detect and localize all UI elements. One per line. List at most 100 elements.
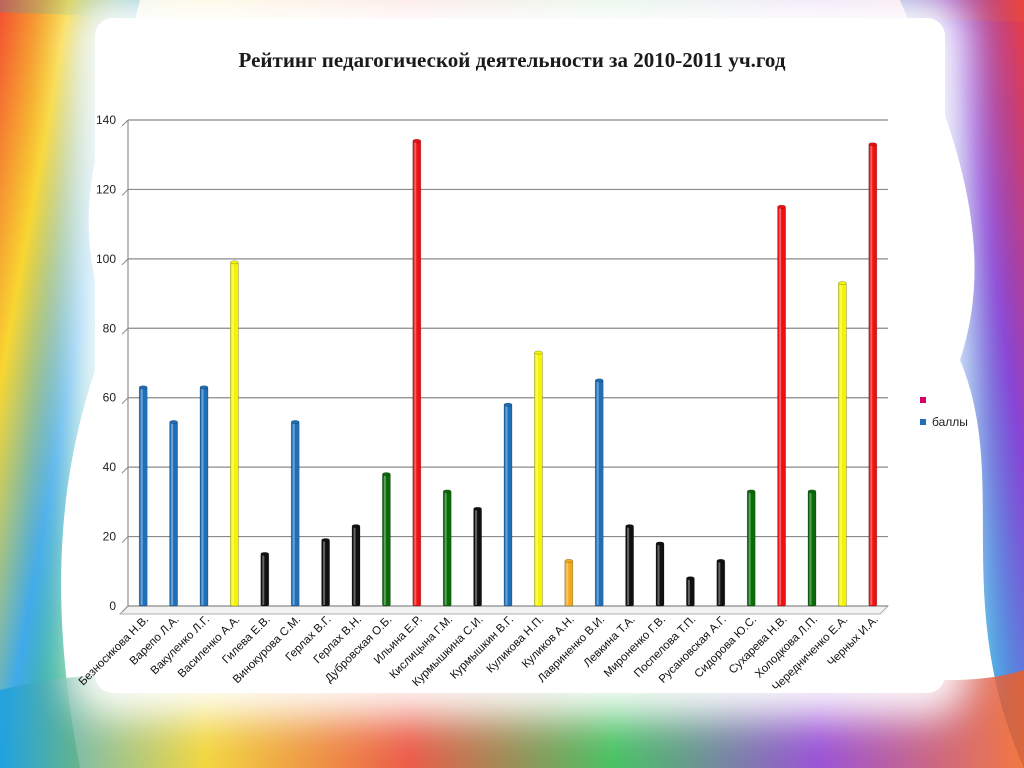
bar-top	[838, 281, 847, 286]
bar	[503, 402, 513, 607]
bar-top	[138, 385, 148, 390]
bar-body	[473, 508, 482, 607]
bar-body	[412, 140, 422, 607]
bar-body	[290, 421, 300, 607]
bar-top	[868, 142, 878, 147]
bar	[534, 350, 543, 607]
y-axis-ticks: 0 20 40 60 80 100 120 140	[96, 113, 116, 613]
bar-top	[686, 576, 695, 581]
y-tick-label: 140	[96, 113, 116, 127]
bar-top	[412, 138, 422, 143]
bar-highlight	[748, 492, 751, 605]
bar	[655, 541, 665, 607]
bar-body	[716, 560, 726, 607]
bar	[716, 559, 726, 607]
bar	[594, 378, 604, 607]
bar-highlight	[627, 527, 630, 605]
bar-top	[503, 402, 513, 407]
legend-swatch	[920, 419, 926, 425]
y-tick-label: 100	[96, 252, 116, 266]
bar	[412, 138, 422, 607]
bar-top	[594, 378, 604, 383]
bar-top	[442, 489, 452, 494]
gridline-depth	[121, 605, 129, 613]
bar	[321, 538, 330, 607]
bar-highlight	[201, 388, 204, 605]
bar	[746, 489, 756, 607]
bar-top	[534, 350, 543, 355]
bar-highlight	[657, 544, 660, 605]
bar	[230, 260, 239, 607]
bar-body	[594, 380, 604, 607]
bar-body	[686, 577, 695, 607]
bar-top	[746, 489, 756, 494]
bar-highlight	[475, 509, 478, 605]
gridline-depth	[121, 466, 129, 474]
y-tick-label: 0	[109, 599, 116, 613]
bar	[564, 559, 574, 607]
bar-highlight	[414, 141, 417, 606]
legend: баллы	[920, 392, 968, 436]
bar	[838, 281, 847, 607]
bar-body	[838, 282, 847, 607]
bar-highlight	[687, 579, 690, 605]
bar-body	[534, 352, 543, 607]
bar-body	[138, 386, 148, 607]
bar	[351, 524, 361, 607]
bar-highlight	[505, 405, 508, 605]
gridline-depth	[121, 397, 129, 405]
bar-highlight	[809, 492, 812, 605]
bar-body	[807, 491, 817, 607]
y-tick-label: 80	[103, 321, 117, 335]
bar	[290, 420, 300, 607]
bar-highlight	[566, 561, 569, 605]
bars	[138, 138, 878, 607]
gridlines	[119, 119, 889, 615]
bar-top	[169, 420, 178, 424]
y-tick-label: 40	[103, 460, 117, 474]
bar-body	[169, 421, 178, 607]
y-tick-label: 20	[103, 530, 117, 544]
legend-label: баллы	[932, 415, 968, 429]
x-axis-labels: Безносикова Н.В.Варепо Л.А.Вакуленко Л.Г…	[77, 614, 881, 694]
bar	[625, 524, 634, 607]
bar-top	[351, 524, 361, 529]
bar-highlight	[779, 207, 782, 606]
bar-top	[290, 420, 300, 424]
legend-item-scores: баллы	[920, 414, 968, 430]
bar-body	[351, 525, 361, 607]
bar	[199, 385, 209, 607]
gridline-depth	[121, 536, 129, 543]
bar-top	[625, 524, 634, 529]
bar-body	[777, 206, 786, 607]
bar-body	[868, 144, 878, 607]
bar-highlight	[870, 145, 873, 606]
legend-item-empty	[920, 392, 968, 408]
bar	[686, 576, 695, 607]
bar-top	[716, 559, 726, 563]
bar-highlight	[231, 263, 234, 605]
bar-highlight	[718, 561, 721, 605]
bar-top	[777, 204, 786, 209]
bar-body	[382, 473, 391, 607]
bar-highlight	[353, 527, 356, 605]
bar-highlight	[383, 475, 386, 605]
bar	[473, 506, 482, 607]
bar-top	[655, 541, 665, 546]
bar-top	[473, 506, 482, 511]
bar	[807, 489, 817, 607]
y-tick-label: 120	[96, 182, 116, 196]
bar-top	[260, 552, 270, 556]
bar-body	[655, 543, 665, 607]
bar-body	[260, 553, 270, 607]
bar-body	[625, 525, 634, 607]
bar-top	[321, 538, 330, 542]
bar-body	[321, 539, 330, 607]
bar-highlight	[444, 492, 447, 605]
bar-highlight	[140, 388, 143, 605]
bar-body	[503, 404, 513, 607]
legend-swatch	[920, 397, 926, 403]
chart-floor	[119, 605, 889, 615]
bar-highlight	[292, 423, 295, 605]
